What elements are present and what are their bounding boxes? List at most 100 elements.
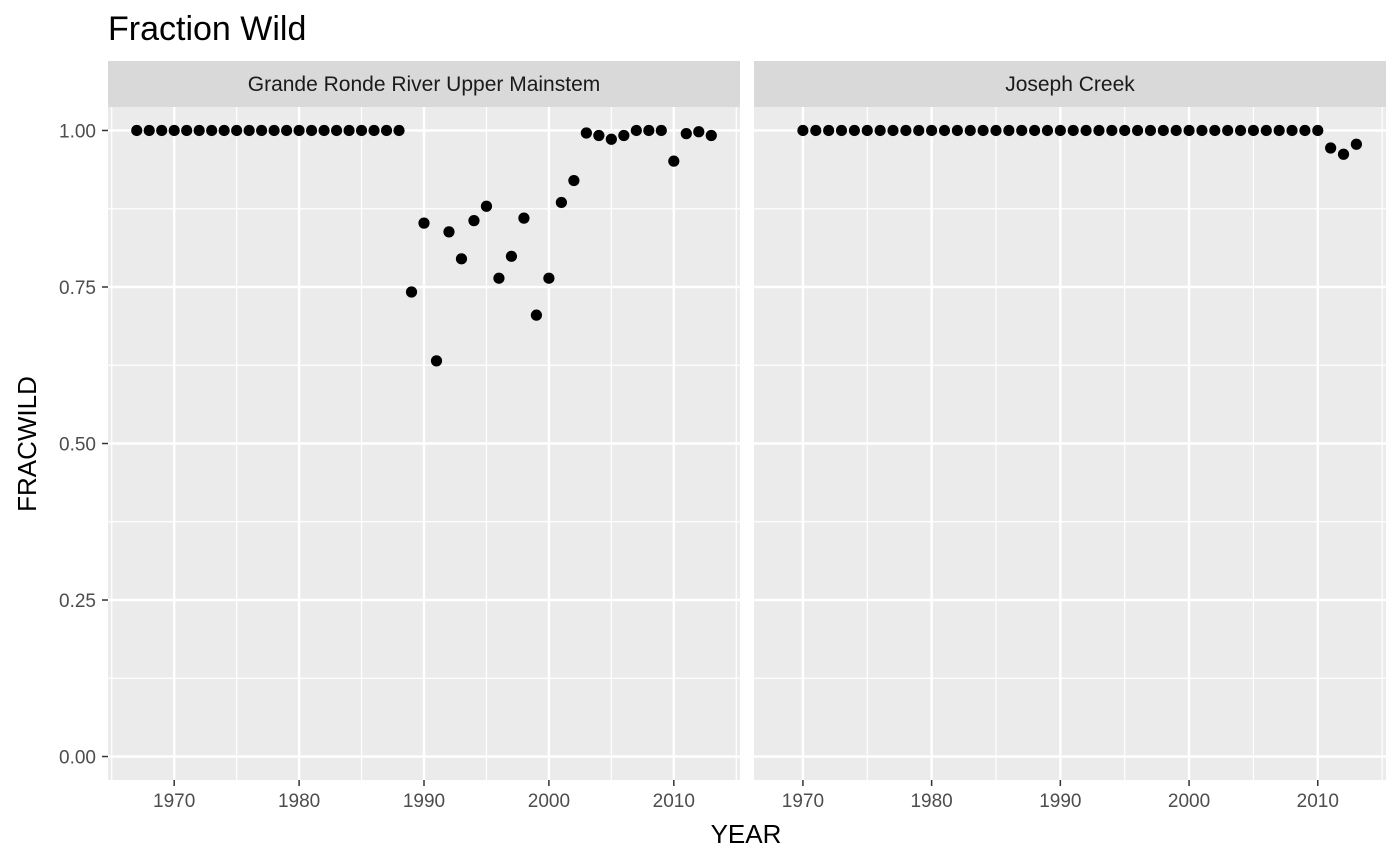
data-point [1299, 124, 1311, 137]
x-tick-label: 1970 [153, 791, 195, 812]
data-point [555, 196, 567, 209]
facet-panel-2: Joseph Creek 1970 1980 1990 2000 2010 [754, 61, 1386, 812]
data-point [468, 215, 480, 227]
x-tick-label: 1980 [278, 791, 320, 812]
data-point [1260, 124, 1272, 137]
data-point [1350, 138, 1362, 150]
y-tick-label: 0.75 [59, 278, 96, 299]
data-point [1337, 148, 1350, 160]
data-point [643, 124, 655, 137]
data-point [1196, 124, 1208, 137]
data-point [1273, 124, 1285, 137]
data-point [355, 124, 368, 137]
x-axis-title: YEAR [711, 819, 782, 849]
data-point [605, 133, 617, 145]
data-point [343, 124, 355, 137]
data-point [430, 355, 443, 367]
data-point [1144, 124, 1157, 137]
data-point [368, 124, 380, 137]
data-point [393, 124, 405, 137]
data-point [693, 126, 705, 138]
data-point [493, 272, 505, 284]
data-point [330, 124, 343, 137]
data-point [913, 124, 925, 137]
data-point [543, 272, 555, 284]
data-point [655, 124, 667, 137]
data-point [705, 129, 717, 142]
data-point [1286, 124, 1298, 137]
data-point [1003, 124, 1015, 137]
data-point [455, 253, 468, 265]
data-point [1170, 124, 1182, 137]
data-point [206, 124, 218, 137]
data-point [243, 124, 255, 137]
data-point [630, 124, 642, 137]
data-point [887, 124, 899, 137]
data-point [1029, 124, 1041, 137]
x-tick-label: 2000 [1168, 791, 1210, 812]
data-point [505, 250, 518, 262]
data-point [568, 174, 580, 187]
data-point [318, 124, 330, 137]
y-tick-label: 0.50 [59, 435, 96, 456]
data-point [823, 124, 835, 137]
data-point [874, 124, 886, 137]
data-point [418, 217, 430, 229]
data-point [900, 124, 912, 137]
data-point [305, 124, 318, 137]
y-axis-title: FRACWILD [12, 376, 42, 512]
data-point [1247, 124, 1260, 137]
y-tick-label: 0.00 [59, 748, 96, 769]
data-point [1016, 124, 1028, 137]
facet-strip-background [108, 61, 740, 107]
x-tick-label: 2000 [528, 791, 570, 812]
data-point [168, 124, 180, 137]
data-point [181, 124, 193, 137]
data-point [951, 124, 963, 137]
data-point [193, 124, 205, 137]
x-tick-label: 2010 [1297, 791, 1339, 812]
data-point [810, 124, 822, 137]
data-point [405, 286, 418, 298]
data-point [218, 124, 230, 137]
data-point [281, 124, 293, 137]
x-tick-label: 1990 [1039, 791, 1081, 812]
data-point [518, 212, 530, 224]
data-point [530, 309, 543, 321]
data-point [1041, 124, 1054, 137]
data-point [668, 155, 680, 167]
data-point [1067, 124, 1079, 137]
data-point [1325, 142, 1337, 154]
data-point [131, 124, 143, 137]
data-point [1183, 124, 1195, 137]
data-point [480, 200, 493, 212]
x-tick-label: 1990 [403, 791, 445, 812]
data-point [1131, 124, 1144, 137]
data-point [268, 124, 280, 137]
data-point [1106, 124, 1118, 137]
data-point [1234, 124, 1247, 137]
data-point [977, 124, 989, 137]
facet-strip-label: Joseph Creek [1005, 73, 1135, 96]
x-tick-label: 1970 [782, 791, 824, 812]
data-point [143, 124, 155, 137]
data-point [1157, 124, 1169, 137]
data-point [797, 124, 809, 137]
data-point [580, 127, 592, 139]
data-point [380, 124, 393, 137]
data-point [618, 129, 630, 142]
data-point [938, 124, 951, 137]
data-point [1054, 124, 1066, 137]
data-point [1080, 124, 1092, 137]
data-point [926, 124, 938, 137]
data-point [231, 124, 243, 137]
data-point [1209, 124, 1221, 137]
x-tick-label: 1980 [910, 791, 952, 812]
data-point [964, 124, 976, 137]
y-tick-label: 0.25 [59, 591, 96, 612]
data-point [156, 124, 168, 137]
data-point [680, 128, 692, 140]
data-point [293, 124, 305, 137]
data-point [593, 129, 605, 142]
